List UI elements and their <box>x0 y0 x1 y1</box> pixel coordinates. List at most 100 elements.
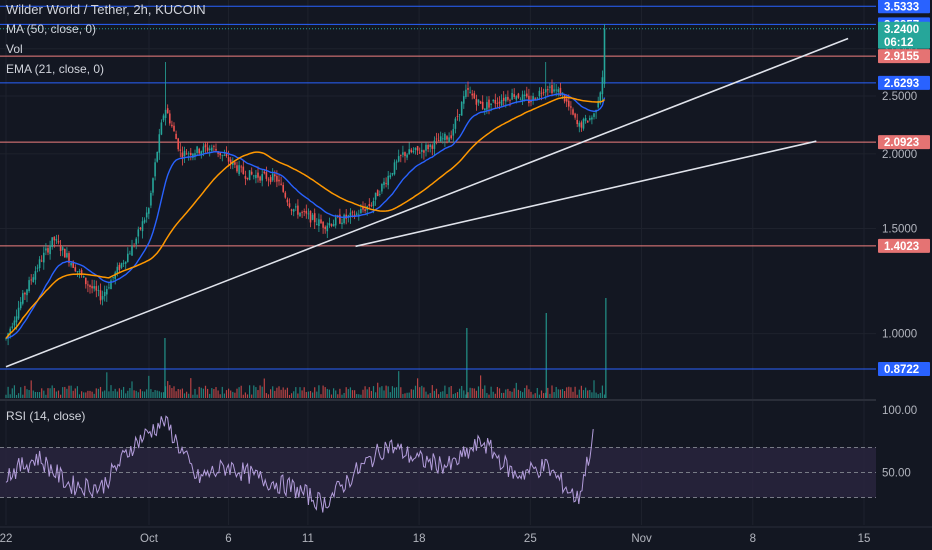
volume-bar-223 <box>473 388 475 398</box>
volume-bar-183 <box>389 392 391 398</box>
volume-bar-24 <box>55 391 57 398</box>
volume-bar-105 <box>225 390 228 398</box>
volume-bar-191 <box>406 392 408 398</box>
volume-bar-206 <box>438 394 440 398</box>
price-axis-bg <box>876 0 932 550</box>
volume-bar-80 <box>173 386 175 398</box>
volume-bar-77 <box>167 381 169 398</box>
volume-bar-72 <box>156 390 158 398</box>
volume-bar-25 <box>57 390 60 398</box>
candle-body-276 <box>584 117 587 121</box>
volume-bar-280 <box>593 380 595 398</box>
candle-body-164 <box>349 212 352 217</box>
volume-bar-208 <box>442 391 444 398</box>
candle-body-177 <box>376 190 379 197</box>
volume-bar-100 <box>215 387 217 398</box>
volume-bar-205 <box>435 388 438 398</box>
volume-bar-135 <box>288 394 291 398</box>
candle-body-261 <box>553 89 555 92</box>
candle-body-204 <box>433 140 436 149</box>
candle-body-148 <box>316 223 318 225</box>
candle-body-92 <box>198 148 200 154</box>
rsi-legend[interactable]: RSI (14, close) <box>6 409 86 423</box>
volume-bar-29 <box>66 388 68 398</box>
candle-body-202 <box>429 144 431 147</box>
price-tags: 3.53333.29572.91552.62932.09231.40230.87… <box>878 0 930 377</box>
volume-bar-30 <box>68 385 70 398</box>
volume-bar-124 <box>265 393 267 398</box>
volume-bar-37 <box>83 392 85 398</box>
volume-spike-0 <box>164 338 166 398</box>
candle-body-119 <box>255 175 257 179</box>
volume-bars <box>5 298 607 398</box>
symbol-title[interactable]: Wilder World / Tether, 2h, KUCOIN <box>6 2 206 17</box>
y-tick-label: 1.0000 <box>882 329 917 341</box>
volume-bar-116 <box>249 385 251 398</box>
volume-bar-276 <box>585 387 587 398</box>
candle-body-21 <box>49 245 51 255</box>
candle-body-183 <box>389 175 392 178</box>
candle-body-83 <box>179 149 182 151</box>
candle-body-9 <box>24 292 26 295</box>
volume-bar-1 <box>7 386 9 398</box>
candle-body-275 <box>582 119 585 129</box>
volume-bar-20 <box>47 388 49 398</box>
candle-body-232 <box>492 100 494 102</box>
volume-bar-108 <box>232 391 234 398</box>
volume-bar-2 <box>9 394 11 398</box>
candle-body-236 <box>500 100 503 106</box>
candle-body-212 <box>450 135 452 139</box>
volume-bar-43 <box>95 388 97 398</box>
volume-bar-93 <box>200 387 202 398</box>
candle-body-103 <box>221 154 224 156</box>
volume-bar-178 <box>379 387 381 398</box>
candle-body-10 <box>26 289 28 296</box>
candle-body-173 <box>368 204 371 207</box>
last-price-tag-countdown: 06:12 <box>884 37 913 49</box>
candle-body-122 <box>261 174 263 181</box>
volume-bar-197 <box>419 387 421 398</box>
candle-body-271 <box>574 113 576 118</box>
candle-body-184 <box>391 173 394 175</box>
candle-body-156 <box>332 223 335 227</box>
candle-body-14 <box>34 271 37 280</box>
volume-bar-184 <box>391 386 393 398</box>
candle-body-182 <box>387 175 389 186</box>
candle-body-72 <box>156 151 158 162</box>
volume-bar-35 <box>78 394 81 398</box>
candle-body-66 <box>143 219 146 223</box>
candle-body-62 <box>135 238 137 245</box>
volume-bar-69 <box>150 389 152 398</box>
candle-body-106 <box>227 157 230 162</box>
volume-bar-137 <box>293 391 295 398</box>
ema-legend[interactable]: EMA (21, close, 0) <box>6 62 105 76</box>
candle-body-230 <box>488 99 490 108</box>
candle-body-190 <box>404 152 406 157</box>
volume-bar-238 <box>505 389 507 398</box>
volume-bar-19 <box>45 394 47 398</box>
candle-body-136 <box>290 209 293 211</box>
horizontal-levels <box>0 5 876 370</box>
candle-body-218 <box>463 96 465 104</box>
volume-bar-165 <box>351 390 354 398</box>
volume-bar-102 <box>219 394 221 398</box>
volume-bar-254 <box>538 394 540 398</box>
candle-body-138 <box>295 206 297 208</box>
candlesticks <box>5 23 606 346</box>
volume-bar-139 <box>297 393 299 398</box>
volume-bar-201 <box>427 394 429 398</box>
candle-body-216 <box>458 114 461 115</box>
candle-body-11 <box>28 280 30 291</box>
trendlines[interactable] <box>5 37 849 368</box>
volume-spike-2 <box>545 313 547 398</box>
volume-bar-230 <box>488 394 490 398</box>
ma-legend[interactable]: MA (50, close, 0) <box>6 22 97 36</box>
volume-bar-33 <box>74 388 76 398</box>
candle-body-74 <box>160 122 163 135</box>
vol-legend[interactable]: Vol <box>6 42 23 56</box>
candle-body-41 <box>91 286 93 289</box>
candle-body-185 <box>393 162 396 175</box>
volume-bar-51 <box>112 391 114 398</box>
volume-bar-109 <box>234 392 236 398</box>
